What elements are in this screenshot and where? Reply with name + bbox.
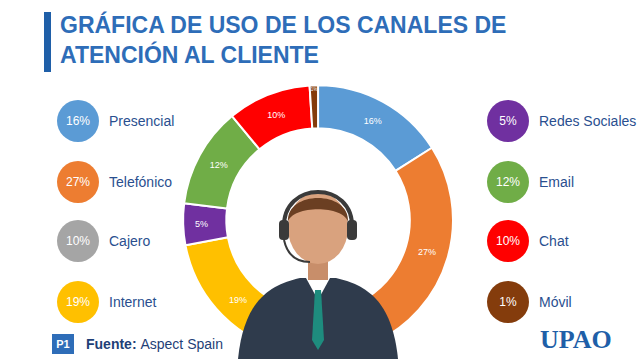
html-text:Email: Email [539, 174, 574, 190]
html-text:Presencial: Presencial [109, 113, 175, 129]
html-text:1%: 1% [499, 295, 517, 309]
html-text:Móvil: Móvil [539, 294, 572, 310]
html-text:Fuente: Aspect Spain: Fuente: Aspect Spain [86, 336, 223, 352]
svg-text:10%: 10% [323, 328, 341, 338]
html-text:P1: P1 [56, 338, 70, 350]
html-text:UPAO: UPAO [540, 325, 612, 354]
svg-text:10%: 10% [267, 110, 285, 120]
html-text:Redes Sociales: Redes Sociales [539, 113, 637, 129]
html-text:10%: 10% [496, 234, 520, 248]
html-text:5%: 5% [499, 114, 517, 128]
html-text:16%: 16% [66, 114, 90, 128]
svg-text:27%: 27% [418, 247, 436, 257]
html-text:27%: 27% [66, 175, 90, 189]
svg-text:12%: 12% [210, 160, 228, 170]
html-text:12%: 12% [496, 175, 520, 189]
html-text:Internet: Internet [109, 294, 157, 310]
html-text:19%: 19% [66, 295, 90, 309]
html-text:Chat: Chat [539, 233, 569, 249]
svg-text:1%: 1% [311, 87, 318, 92]
svg-text:19%: 19% [229, 295, 247, 305]
html-text:GRÁFICA DE USO DE LOS CANALES: GRÁFICA DE USO DE LOS CANALES DE ATENCIÓ… [60, 12, 507, 68]
svg-text:5%: 5% [195, 219, 208, 229]
svg-text:16%: 16% [364, 116, 382, 126]
html-text:10%: 10% [66, 234, 90, 248]
html-text:Telefónico: Telefónico [109, 174, 172, 190]
html-text:Cajero: Cajero [109, 233, 151, 249]
